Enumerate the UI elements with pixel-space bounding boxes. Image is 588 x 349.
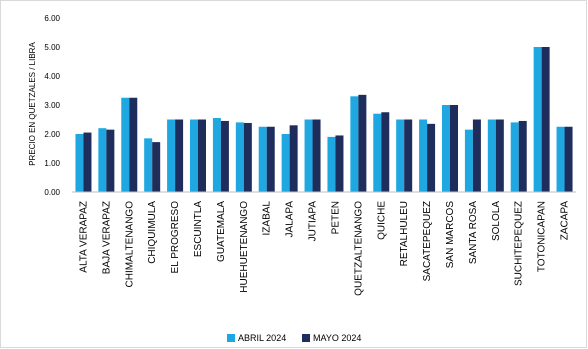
bar-mayo-jutiapa [312, 119, 321, 192]
x-tick-label: CHIMALTENANGO [124, 201, 135, 288]
x-tick-label: ALTA VERAPAZ [78, 201, 89, 273]
bar-mayo-izabal [266, 126, 275, 192]
bar-mayo-santa-rosa [472, 119, 481, 192]
bar-abril-chimaltenango [121, 97, 130, 192]
x-tick-label: IZABAL [262, 201, 273, 236]
bar-mayo-chimaltenango [129, 97, 138, 192]
bar-mayo-el-progreso [175, 119, 184, 192]
bar-abril-solola [487, 119, 496, 192]
bar-abril-sacatepequez [419, 119, 428, 192]
x-tick-label: QUICHE [376, 201, 387, 240]
bar-mayo-san-marcos [450, 105, 458, 192]
bar-abril-san-marcos [442, 105, 450, 192]
x-tick-label: RETALHULEU [399, 201, 410, 266]
bar-abril-retalhuleu [396, 119, 405, 192]
bar-mayo-suchitepequez [518, 120, 527, 192]
bar-mayo-alta-verapaz [83, 132, 92, 192]
bar-abril-jutiapa [304, 119, 313, 192]
bar-abril-escuintla [190, 119, 198, 192]
y-tick-label: 6.00 [44, 14, 60, 23]
bar-mayo-baja-verapaz [106, 129, 115, 192]
x-tick-label: BAJA VERAPAZ [101, 201, 112, 274]
bar-mayo-huehuetenango [243, 122, 252, 192]
x-tick-label: PETEN [330, 201, 341, 234]
y-tick-label: 4.00 [44, 72, 60, 81]
y-tick-label: 5.00 [44, 43, 60, 52]
bar-mayo-chiquimula [152, 142, 161, 192]
bar-abril-totonicapan [533, 47, 542, 192]
y-tick-label: 1.00 [44, 159, 60, 168]
x-tick-label: SOLOLA [491, 201, 502, 241]
bar-mayo-sacatepequez [427, 123, 436, 192]
bar-mayo-jalapa [289, 125, 298, 192]
legend-swatch-mayo [302, 334, 310, 342]
bar-abril-chiquimula [144, 138, 153, 192]
x-tick-label: EL PROGRESO [170, 201, 181, 274]
legend-label-mayo: MAYO 2024 [313, 333, 361, 343]
x-tick-label: SANTA ROSA [468, 201, 479, 264]
bar-mayo-guatemala [220, 120, 229, 192]
legend-label-abril: ABRIL 2024 [238, 333, 286, 343]
bar-abril-baja-verapaz [98, 128, 107, 192]
y-tick-label: 3.00 [44, 101, 60, 110]
bar-abril-jalapa [281, 134, 290, 192]
bar-mayo-retalhuleu [404, 119, 413, 192]
bar-mayo-totonicapan [541, 47, 550, 192]
x-tick-label: HUEHUETENANGO [239, 201, 250, 293]
bars [75, 47, 573, 192]
bar-abril-quetzaltenango [350, 96, 359, 192]
y-tick-label: 2.00 [44, 130, 60, 139]
bar-abril-alta-verapaz [75, 134, 84, 192]
y-axis-ticks: 0.00 1.00 2.00 3.00 4.00 5.00 6.00 [44, 14, 60, 197]
bar-mayo-solola [495, 119, 504, 192]
bar-abril-suchitepequez [510, 122, 519, 192]
y-axis-title: PRECIO EN QUETZALES / LIBRA [28, 42, 37, 166]
x-tick-label: ZACAPA [560, 201, 571, 241]
bar-mayo-quetzaltenango [358, 94, 367, 192]
y-tick-label: 0.00 [44, 188, 60, 197]
bar-abril-izabal [258, 126, 267, 192]
x-tick-label: CHIQUIMULA [147, 201, 158, 264]
x-tick-label: GUATEMALA [216, 201, 227, 262]
bar-mayo-zacapa [564, 126, 573, 192]
bar-abril-peten [327, 136, 336, 192]
bar-mayo-quiche [381, 112, 390, 192]
bar-abril-guatemala [212, 118, 221, 192]
x-tick-label: SAN MARCOS [445, 201, 456, 269]
bar-abril-quiche [373, 113, 382, 192]
bar-abril-el-progreso [167, 119, 176, 192]
x-tick-label: SUCHITEPEQUEZ [514, 201, 525, 286]
x-tick-label: JALAPA [285, 201, 296, 238]
bar-abril-santa-rosa [464, 129, 473, 192]
bar-mayo-escuintla [198, 119, 206, 192]
legend: ABRIL 2024 MAYO 2024 [227, 333, 361, 343]
x-tick-label: ESCUINTLA [193, 201, 204, 257]
x-tick-label: JUTIAPA [308, 201, 319, 242]
bar-abril-zacapa [556, 126, 565, 192]
bar-mayo-peten [335, 135, 344, 192]
x-tick-label: TOTONICAPAN [537, 201, 548, 272]
x-tick-label: SACATEPEQUEZ [422, 201, 433, 281]
legend-swatch-abril [227, 334, 235, 342]
x-tick-label: QUETZALTENANGO [353, 201, 364, 296]
bar-abril-huehuetenango [235, 122, 244, 192]
x-axis-ticks: ALTA VERAPAZ BAJA VERAPAZ CHIMALTENANGO CHI… [78, 201, 570, 296]
